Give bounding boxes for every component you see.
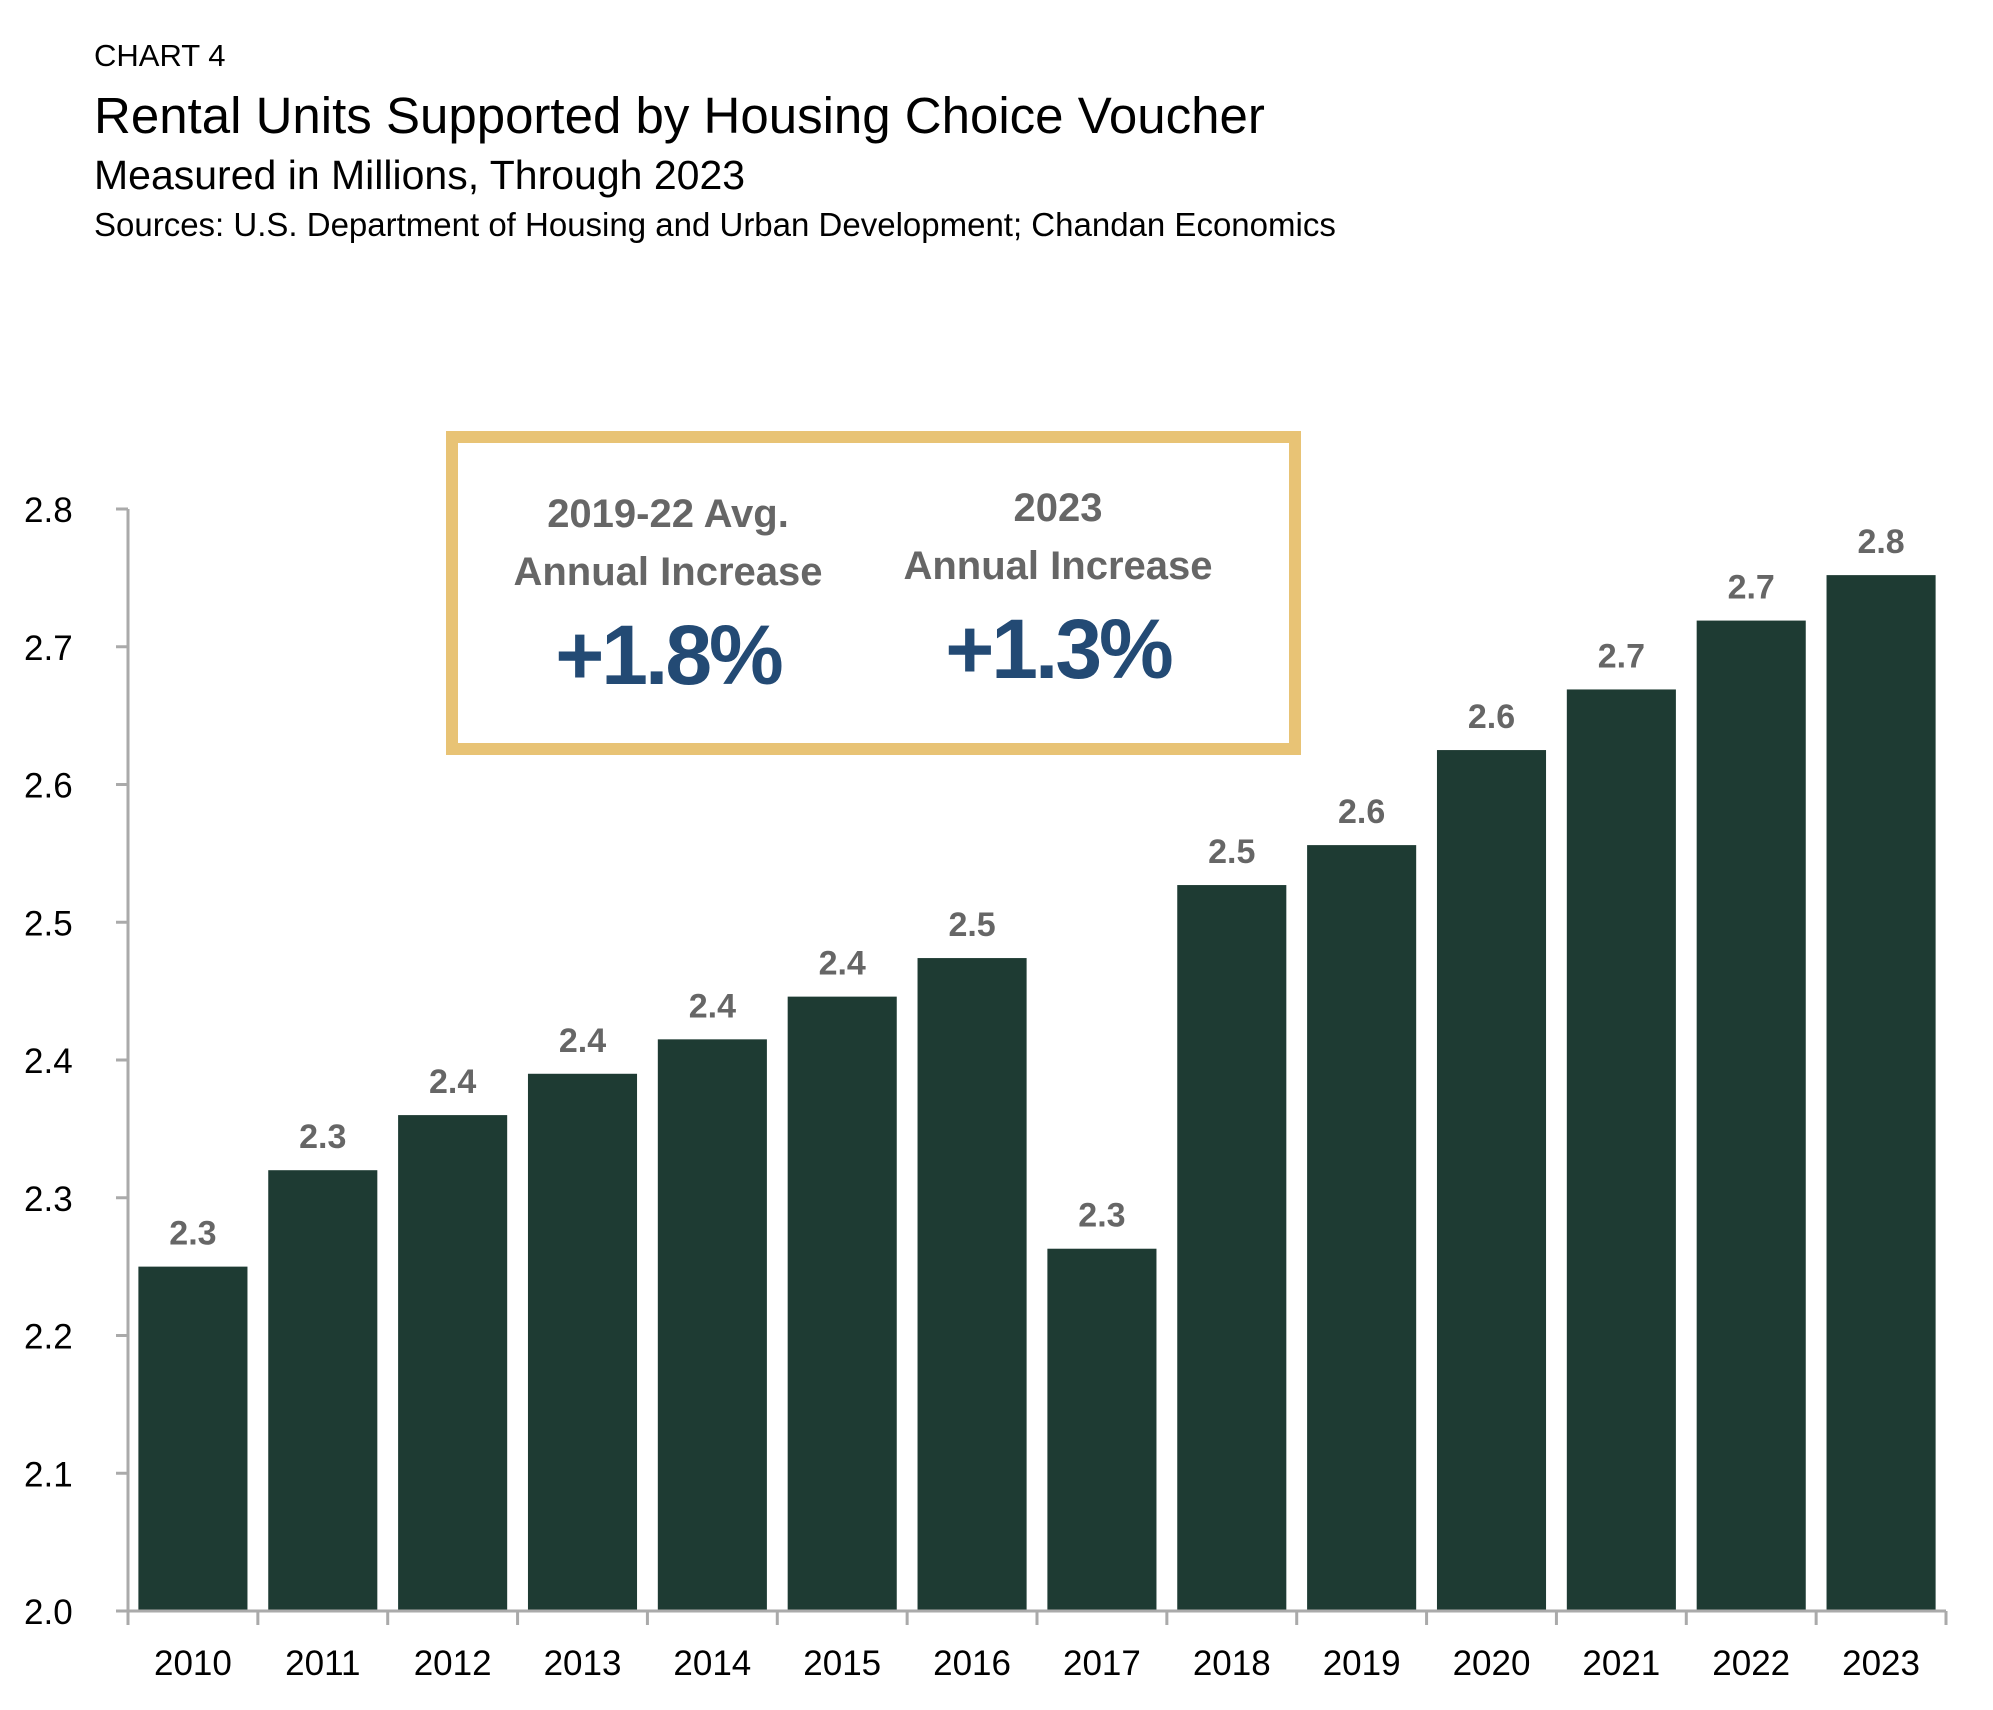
bar-2017 (1047, 1248, 1157, 1611)
y-tick-label: 2.2 (24, 1318, 73, 1357)
bar-2015 (787, 996, 897, 1611)
x-tick-label-2023: 2023 (1842, 1644, 1920, 1683)
data-label-2011: 2.3 (299, 1118, 346, 1156)
data-label-2019: 2.6 (1338, 793, 1385, 831)
data-label-2014: 2.4 (689, 987, 736, 1025)
chart-subtitle: Measured in Millions, Through 2023 (94, 152, 746, 198)
bar-2022 (1696, 620, 1806, 1611)
data-label-2016: 2.5 (948, 906, 995, 944)
data-label-2022: 2.7 (1728, 569, 1775, 607)
data-label-2013: 2.4 (559, 1022, 606, 1060)
y-tick-label: 2.4 (24, 1042, 73, 1081)
callout-right-line2: Annual Increase (903, 544, 1213, 588)
callout-box: 2019-22 Avg. Annual Increase +1.8% 2023 … (446, 431, 1301, 755)
bar-2014 (657, 1039, 767, 1611)
x-tick-label-2010: 2010 (154, 1644, 232, 1683)
bar-2021 (1566, 689, 1676, 1611)
x-tick-label-2017: 2017 (1063, 1644, 1141, 1683)
data-label-2015: 2.4 (819, 945, 866, 983)
bar-2012 (398, 1115, 508, 1611)
chart-source: Sources: U.S. Department of Housing and … (94, 206, 1336, 243)
y-tick-label: 2.1 (24, 1455, 73, 1494)
bar-2018 (1177, 885, 1287, 1611)
bar-2013 (527, 1073, 638, 1611)
x-tick-label-2016: 2016 (933, 1644, 1011, 1683)
bar-2023 (1826, 575, 1936, 1611)
x-tick-label-2015: 2015 (803, 1644, 881, 1683)
bar-2020 (1436, 750, 1547, 1611)
chart-label: CHART 4 (94, 38, 226, 73)
bar-2011 (268, 1170, 378, 1611)
callout-left-line1: 2019-22 Avg. (547, 492, 789, 536)
x-tick-label-2021: 2021 (1582, 1644, 1660, 1683)
data-label-2018: 2.5 (1208, 833, 1255, 871)
data-label-2012: 2.4 (429, 1063, 476, 1101)
x-tick-label-2013: 2013 (544, 1644, 622, 1683)
callout-right-value: +1.3% (945, 602, 1174, 696)
y-tick-label: 2.6 (24, 767, 73, 806)
callout-left-value: +1.8% (555, 608, 784, 702)
bar-2016 (917, 958, 1027, 1611)
callout-right-line1: 2023 (1013, 486, 1103, 530)
y-tick-label: 2.0 (24, 1593, 73, 1632)
data-label-2017: 2.3 (1078, 1197, 1125, 1235)
x-tick-label-2022: 2022 (1712, 1644, 1790, 1683)
data-label-2023: 2.8 (1857, 523, 1904, 561)
data-label-2020: 2.6 (1468, 698, 1515, 736)
y-tick-label: 2.3 (24, 1180, 73, 1219)
x-tick-label-2014: 2014 (673, 1644, 751, 1683)
callout-left: 2019-22 Avg. Annual Increase +1.8% (488, 443, 848, 703)
x-tick-label-2011: 2011 (285, 1644, 360, 1683)
y-tick-label: 2.5 (24, 904, 73, 943)
x-tick-label-2018: 2018 (1193, 1644, 1271, 1683)
x-tick-label-2012: 2012 (414, 1644, 492, 1683)
data-label-2021: 2.7 (1598, 637, 1645, 675)
x-tick-label-2019: 2019 (1323, 1644, 1401, 1683)
bar-2010 (138, 1266, 248, 1611)
y-tick-label: 2.7 (24, 629, 73, 668)
chart-title: Rental Units Supported by Housing Choice… (94, 87, 1265, 144)
data-label-2010: 2.3 (169, 1215, 216, 1253)
bar-2019 (1307, 845, 1417, 1611)
callout-left-line2: Annual Increase (513, 550, 823, 594)
y-tick-label: 2.8 (24, 491, 73, 530)
x-tick-label-2020: 2020 (1453, 1644, 1531, 1683)
callout-right: 2023 Annual Increase +1.3% (878, 443, 1238, 697)
